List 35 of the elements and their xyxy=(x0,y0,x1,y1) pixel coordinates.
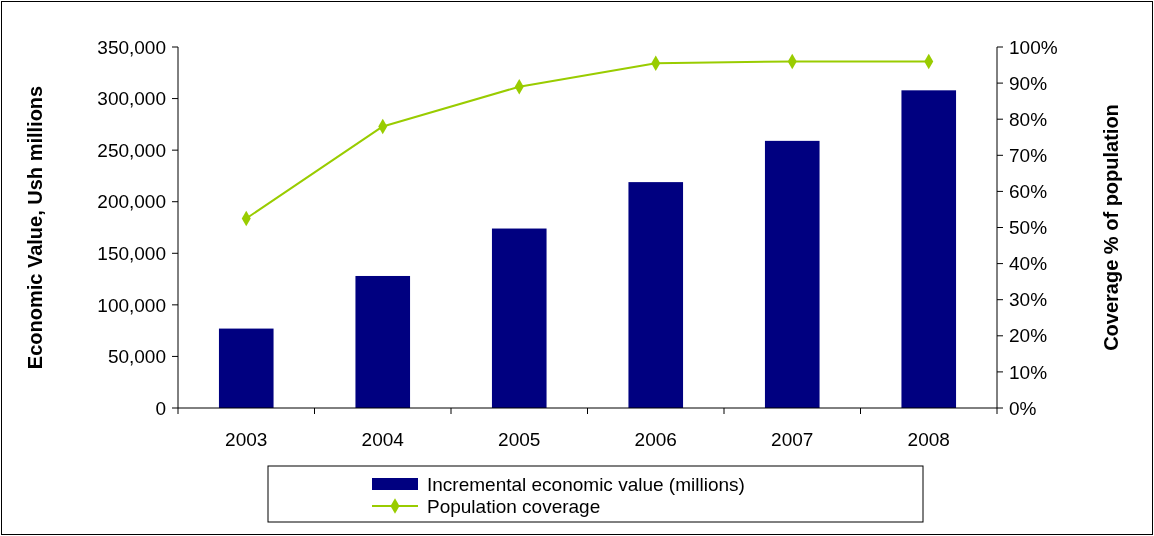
y2-tick-label: 30% xyxy=(1009,289,1048,311)
y-axis-title: Economic Value, Ush millions xyxy=(24,85,46,370)
y-tick-label: 350,000 xyxy=(97,36,166,58)
y2-tick-label: 90% xyxy=(1009,72,1048,94)
x-tick-label: 2007 xyxy=(771,429,814,450)
y2-tick-label: 60% xyxy=(1009,181,1048,203)
y2-tick-label: 80% xyxy=(1009,108,1048,130)
y2-axis-title: Coverage % of population xyxy=(1100,104,1122,351)
y-tick-label: 150,000 xyxy=(97,242,166,264)
bar xyxy=(355,275,411,408)
legend-label: Population coverage xyxy=(427,495,601,517)
legend-label: Incremental economic value (millions) xyxy=(427,473,745,495)
bar xyxy=(218,328,274,408)
y-tick-label: 0 xyxy=(155,397,166,419)
y-tick-label: 100,000 xyxy=(97,294,166,316)
y2-tick-label: 70% xyxy=(1009,144,1048,166)
bar xyxy=(901,90,957,408)
y-tick-label: 200,000 xyxy=(97,191,166,213)
x-tick-label: 2006 xyxy=(634,429,677,450)
x-tick-label: 2005 xyxy=(498,429,541,450)
x-tick-label: 2004 xyxy=(361,429,405,450)
y2-tick-label: 100% xyxy=(1009,36,1058,58)
y-tick-label: 50,000 xyxy=(107,346,166,368)
bar xyxy=(628,182,684,408)
y2-tick-label: 10% xyxy=(1009,361,1048,383)
y-tick-label: 300,000 xyxy=(97,88,166,110)
y2-tick-label: 20% xyxy=(1009,325,1048,347)
x-tick-label: 2008 xyxy=(907,429,950,450)
y2-tick-label: 50% xyxy=(1009,217,1048,239)
bar xyxy=(764,140,820,408)
x-tick-label: 2003 xyxy=(225,429,268,450)
bar xyxy=(491,228,547,408)
y-tick-label: 250,000 xyxy=(97,139,166,161)
y2-tick-label: 40% xyxy=(1009,253,1048,275)
y2-tick-label: 0% xyxy=(1009,397,1037,419)
